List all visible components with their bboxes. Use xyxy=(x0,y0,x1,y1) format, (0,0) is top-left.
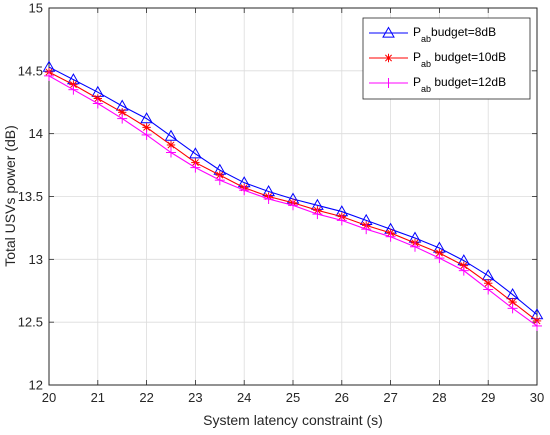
marker-stroke xyxy=(509,298,517,306)
x-tick-label: 30 xyxy=(530,390,544,405)
series-3-point xyxy=(483,284,494,295)
marker-stroke xyxy=(216,171,224,179)
series-lines xyxy=(42,60,544,331)
series-1-point xyxy=(140,112,153,124)
series-3-point xyxy=(434,253,445,264)
tick-labels: 20 21 22 23 24 25 26 27 28 29 30 12 12.5 13 13.5 14 14.5… xyxy=(18,1,545,406)
x-tick-label: 27 xyxy=(383,390,397,405)
series-3-point xyxy=(44,70,54,81)
series-3-point xyxy=(385,231,396,242)
legend-entry-1: Pabbudget=8dB xyxy=(369,25,496,44)
marker-stroke xyxy=(118,108,126,116)
axis-ticks xyxy=(48,7,538,386)
series-3-point xyxy=(312,209,323,220)
legend-marker xyxy=(384,53,393,63)
marker-stroke xyxy=(435,249,443,257)
marker-stroke xyxy=(460,262,468,270)
legend-entry-2: Pab budget=10dB xyxy=(369,50,506,69)
series-3 xyxy=(44,70,542,331)
series-3-point xyxy=(263,194,274,205)
legend-marker xyxy=(383,78,394,88)
y-axis-title: Total USVs power (dB) xyxy=(2,125,18,267)
y-tick-label: 13.5 xyxy=(18,189,43,204)
legend-marker xyxy=(382,26,395,38)
series-3-point xyxy=(166,147,176,158)
legend-entry-3: Pab budget=12dB xyxy=(369,75,506,94)
legend-label: Pabbudget=8dB xyxy=(413,25,496,44)
series-3-point xyxy=(410,241,420,252)
legend: Pabbudget=8dB Pab budget=10dB Pab budget=1… xyxy=(362,17,531,100)
legend-label: Pab budget=10dB xyxy=(413,50,506,69)
x-tick-label: 28 xyxy=(432,390,446,405)
series-2-point xyxy=(69,80,78,89)
series-3-point xyxy=(68,84,79,95)
y-tick-label: 12.5 xyxy=(18,315,43,330)
series-2-point xyxy=(215,170,224,180)
marker-stroke xyxy=(143,123,151,131)
series-3-point xyxy=(92,98,103,109)
series-3-point xyxy=(117,113,128,124)
legend-label: Pab budget=12dB xyxy=(413,75,506,94)
series-3-point xyxy=(507,303,518,314)
series-3-point xyxy=(458,265,469,276)
series-3-point xyxy=(288,200,298,211)
x-axis-title: System latency constraint (s) xyxy=(203,412,383,428)
marker-stroke xyxy=(484,279,492,287)
series-2-point xyxy=(166,140,176,150)
x-tick-label: 21 xyxy=(91,390,105,405)
y-tick-label: 15 xyxy=(29,1,43,16)
x-tick-label: 24 xyxy=(237,390,251,405)
series-1-point xyxy=(164,129,178,141)
marker-stroke xyxy=(533,317,541,325)
x-tick-label: 29 xyxy=(481,390,495,405)
series-3-point xyxy=(336,215,347,226)
y-tick-label: 14 xyxy=(29,126,43,141)
series-3-point xyxy=(141,129,152,140)
x-tick-label: 22 xyxy=(139,390,153,405)
marker-stroke xyxy=(69,81,77,89)
series-1-point xyxy=(189,147,202,159)
marker-stroke xyxy=(191,159,199,167)
series-3-point xyxy=(361,224,372,235)
x-tick-label: 25 xyxy=(286,390,300,405)
x-tick-label: 20 xyxy=(42,390,56,405)
marker-stroke xyxy=(94,94,102,102)
series-3-point xyxy=(532,320,542,331)
series-3-point xyxy=(214,175,225,186)
series-3-point xyxy=(190,162,201,173)
y-tick-label: 12 xyxy=(29,378,43,393)
y-tick-label: 13 xyxy=(29,252,43,267)
marker-stroke xyxy=(384,54,393,62)
x-tick-label: 23 xyxy=(188,390,202,405)
y-tick-label: 14.5 xyxy=(18,63,43,78)
x-tick-label: 26 xyxy=(335,390,349,405)
marker-stroke xyxy=(167,141,175,149)
series-2-point xyxy=(118,108,127,117)
series-3-point xyxy=(239,185,250,196)
series-2-point xyxy=(142,123,151,132)
